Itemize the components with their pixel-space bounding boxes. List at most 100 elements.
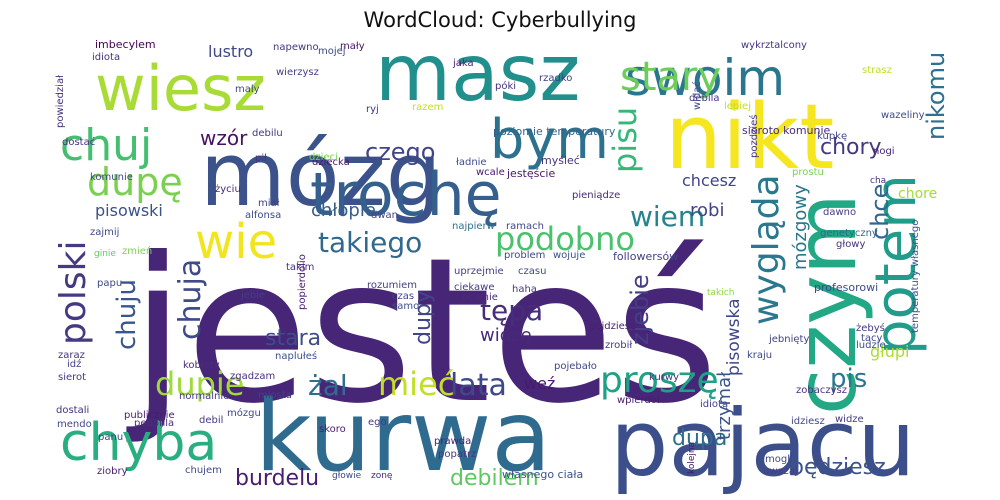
cloud-word: stara [265,326,321,351]
cloud-word: pedofila [134,418,174,429]
cloud-word: ryj [366,104,379,115]
cloud-word: dawno [823,207,856,218]
cloud-word: wiesz [95,52,266,125]
cloud-word: chyba [60,413,217,473]
cloud-word: strasz [862,65,892,76]
cloud-word: ciekawe [454,282,495,293]
cloud-word: pisowska [724,299,744,377]
figure-title: WordCloud: Cyberbullying [363,8,637,32]
cloud-word: ego [368,417,387,428]
cloud-word: wojuje [553,250,585,261]
cloud-background [0,40,1000,500]
cloud-word: burdelu [235,466,319,491]
cloud-word: wie [195,214,277,270]
cloud-word: stary [620,54,721,100]
cloud-word: cha [870,176,886,186]
cloud-word: czas [392,291,414,302]
cloud-word: widać [691,81,703,110]
cloud-word: masz [375,29,580,119]
cloud-word: jaka [452,58,474,69]
cloud-word: widzę [480,325,532,346]
cloud-word: dupę [87,160,183,204]
cloud-word: zaraz [58,350,85,361]
cloud-word: ginie [94,249,116,259]
cloud-word: polski [53,241,94,345]
cloud-word: głowie [332,471,362,481]
cloud-word: miosta [258,390,292,401]
cloud-word: czasu [518,266,546,277]
cloud-word: wierzysz [276,67,319,78]
cloud-word: takich [707,288,734,298]
cloud-word: rzadko [539,73,572,84]
cloud-word: skoro [319,424,346,435]
cloud-word: sierot [58,372,86,383]
cloud-word: kurwy [649,372,679,383]
cloud-word: jestęście [506,167,555,180]
cloud-word: idiota [92,52,120,63]
cloud-word: popatrz [438,449,476,460]
cloud-word: jebnięty [768,334,809,345]
cloud-word: żal [308,369,348,402]
cloud-word: dziecka [312,157,350,168]
cloud-word: pojebało [554,361,597,372]
cloud-word: debilu [252,128,283,139]
cloud-word: pis [830,364,867,394]
cloud-word: najpierw [452,221,495,232]
cloud-word: dwan [371,210,398,221]
cloud-word: mieć [378,365,455,403]
cloud-word: uważaj [763,466,798,477]
cloud-word: tępa [480,294,543,327]
cloud-word: mojej [318,46,346,57]
cloud-word: maly [235,84,260,95]
cloud-word: wazeliny [881,110,925,121]
cloud-word: chcesz [682,171,736,190]
cloud-word: pieniądze [572,190,620,201]
cloud-word: zmień [122,245,152,257]
cloud-word: bym [490,108,609,171]
cloud-word: idź [67,358,81,370]
cloud-word: poziomie temperatury [493,125,616,138]
cloud-word: jesteś [126,215,718,448]
cloud-word: mendo [57,419,92,430]
cloud-word: chuja [173,259,208,340]
cloud-word: głowy [836,239,865,250]
cloud-word: mózg [200,123,442,226]
cloud-word: myśleć [541,154,580,167]
cloud-word: pewnie [462,292,498,303]
cloud-word: kraju [747,350,772,361]
cloud-word: sieroto komunie [742,124,831,137]
cloud-word: tacy [861,333,883,344]
cloud-word: mały [340,41,365,52]
cloud-word: rozumiem [367,280,417,291]
cloud-word: followersów [613,250,678,263]
cloud-word: razem [412,102,443,113]
cloud-word: mogli [765,454,793,465]
cloud-word: zajmij [90,227,119,238]
cloud-word: komunie [90,172,133,183]
cloud-word: zrobił [605,340,632,351]
cloud-word: wzór [200,126,248,150]
cloud-word: jebie [240,290,265,301]
cloud-word: wiem [630,200,705,233]
cloud-word: chujem [185,465,222,476]
cloud-word: lepiej [724,101,751,112]
cloud-word: pozdzieś [748,115,760,158]
cloud-word: zobaczysz [796,385,847,396]
cloud-word: debil [199,415,223,426]
cloud-word: pisowski [95,201,163,220]
cloud-word: mózgu [227,407,261,419]
cloud-word: uprzejmie [454,266,504,277]
cloud-word: kobiety [183,360,220,371]
cloud-word: czego [365,138,435,166]
cloud-word: prawda [434,436,471,447]
cloud-word: imbecylem [95,38,156,51]
cloud-word: zonę [371,471,393,481]
cloud-word: temperatury własnego [910,220,921,333]
cloud-word: chuj [60,120,152,171]
cloud-word: proszę [600,360,719,401]
cloud-word: wygląda [746,174,787,325]
cloud-word: zgadzam [230,371,275,382]
cloud-word: nogi [873,146,895,157]
cloud-word: trzymał [714,371,735,440]
cloud-word: póki [495,80,516,92]
